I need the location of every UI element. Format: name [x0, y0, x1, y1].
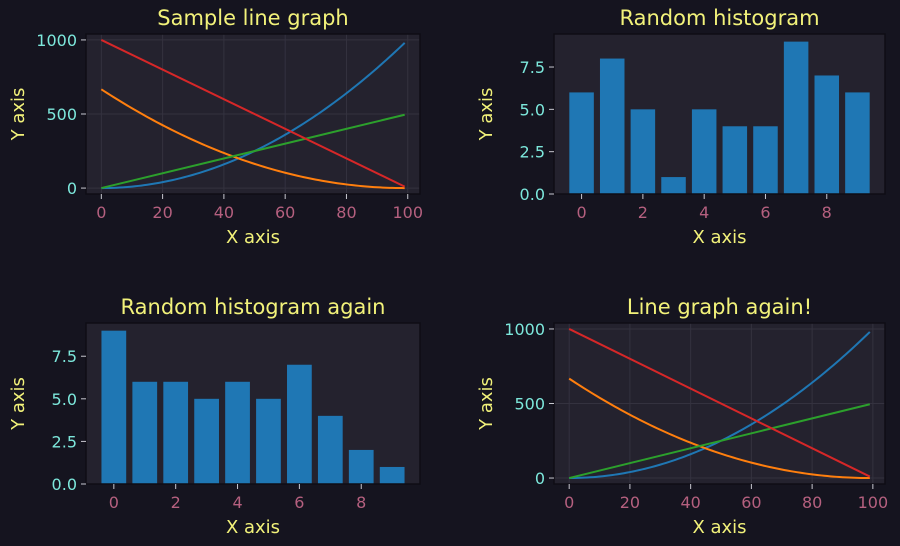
x-tick-label: 60: [741, 493, 761, 512]
y-axis-label: Y axis: [476, 377, 497, 431]
axes-frame: [85, 322, 421, 485]
series-line: [101, 113, 405, 190]
series-line: [568, 403, 871, 480]
y-tick-label: 2.5: [520, 143, 545, 162]
bar: [814, 75, 840, 194]
y-tick-label: 5.0: [520, 100, 545, 119]
bar: [194, 398, 219, 484]
x-tick-label: 20: [152, 203, 172, 222]
data-layer: [568, 328, 871, 480]
y-tick-label: 0: [535, 469, 545, 488]
y-tick-label: 2.5: [52, 432, 77, 451]
bar: [256, 398, 281, 484]
bar: [225, 381, 250, 484]
y-tick-label: 7.5: [520, 58, 545, 77]
x-tick-label: 4: [232, 493, 242, 512]
y-axis-label: Y axis: [476, 88, 497, 142]
bar: [722, 126, 748, 194]
series-line: [100, 39, 406, 188]
y-tick-label: 5.0: [52, 390, 77, 409]
bar: [132, 381, 158, 484]
x-tick-label: 0: [576, 203, 586, 222]
chart-2: 0 2 4 6 8 0.0 2.5 5.0 7.5 Random histogram X axis Y…: [476, 6, 886, 248]
x-tick-label: 60: [275, 203, 295, 222]
bar: [845, 92, 870, 194]
x-tick-label: 100: [392, 203, 423, 222]
y-axis-label: Y axis: [8, 377, 29, 431]
bar: [287, 364, 312, 484]
chart-title: Random histogram: [619, 6, 819, 30]
bar: [599, 58, 625, 194]
bar: [753, 126, 778, 194]
chart-title: Random histogram again: [121, 295, 386, 319]
axes-frame: [553, 33, 886, 195]
x-tick-label: 100: [858, 493, 889, 512]
bar: [317, 415, 343, 484]
x-tick-label: 2: [171, 493, 181, 512]
x-tick-label: 0: [109, 493, 119, 512]
x-tick-label: 0: [564, 493, 574, 512]
x-tick-label: 80: [336, 203, 356, 222]
chart-title: Line graph again!: [627, 295, 812, 319]
series-line: [568, 377, 870, 480]
x-axis-label: X axis: [226, 517, 280, 538]
data-layer: [101, 330, 405, 484]
chart-title: Sample line graph: [157, 6, 348, 30]
y-tick-label: 0.0: [52, 475, 77, 494]
x-tick-label: 6: [294, 493, 304, 512]
x-tick-label: 40: [680, 493, 700, 512]
chart-3: 0 2 4 6 8 0.0 2.5 5.0 7.5 Random histogram again X…: [8, 295, 421, 538]
x-tick-label: 8: [356, 493, 366, 512]
x-tick-label: 8: [822, 203, 832, 222]
x-tick-label: 80: [802, 493, 822, 512]
y-tick-label: 1000: [504, 320, 545, 339]
x-tick-label: 6: [760, 203, 770, 222]
x-axis-label: X axis: [692, 227, 746, 248]
data-layer: [569, 41, 870, 194]
x-axis-label: X axis: [226, 227, 280, 248]
bar: [783, 41, 809, 194]
x-tick-label: 4: [699, 203, 709, 222]
y-axis-label: Y axis: [8, 88, 29, 142]
bar: [379, 466, 405, 484]
bar: [691, 109, 717, 194]
y-tick-label: 0.0: [520, 185, 545, 204]
y-tick-label: 0: [67, 179, 77, 198]
bar: [661, 177, 686, 194]
series-line: [100, 88, 405, 190]
y-tick-label: 1000: [36, 31, 77, 50]
x-tick-label: 2: [638, 203, 648, 222]
y-tick-label: 500: [514, 395, 545, 414]
x-axis-label: X axis: [692, 517, 746, 538]
bar: [569, 92, 594, 194]
series-line: [568, 328, 871, 478]
bar: [163, 381, 189, 484]
data-layer: [100, 39, 406, 190]
x-tick-label: 20: [620, 493, 640, 512]
bar: [348, 449, 374, 484]
x-tick-label: 40: [214, 203, 234, 222]
bar: [101, 330, 127, 484]
x-tick-label: 0: [96, 203, 106, 222]
bar: [630, 109, 656, 194]
y-tick-label: 7.5: [52, 347, 77, 366]
y-tick-label: 500: [46, 105, 77, 124]
